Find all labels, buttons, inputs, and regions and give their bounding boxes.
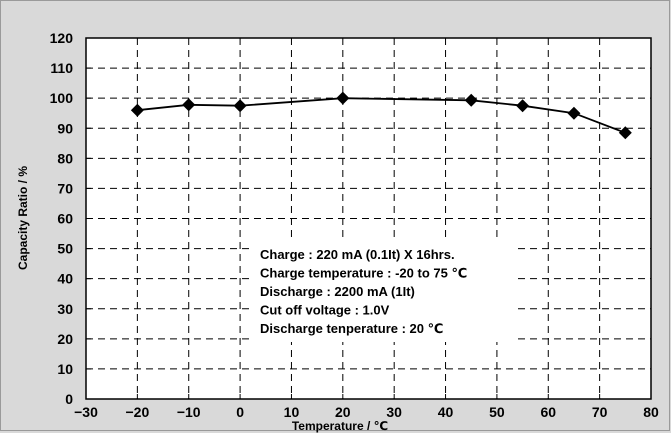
- y-tick-label: 120: [50, 30, 74, 46]
- annotation-background: [253, 240, 515, 342]
- data-point-marker: [618, 126, 632, 140]
- data-point-marker: [130, 103, 144, 117]
- y-tick-label: 70: [57, 180, 73, 196]
- annotation-line: Charge : 220 mA (0.1It) X 16hrs.: [260, 247, 455, 262]
- y-tick-label: 100: [50, 90, 74, 106]
- x-tick-label: 60: [540, 404, 556, 420]
- data-point-marker: [233, 99, 247, 113]
- x-tick-label: 10: [284, 404, 300, 420]
- y-tick-label: 10: [57, 361, 73, 377]
- test-conditions-annotation: Charge : 220 mA (0.1It) X 16hrs. Charge t…: [253, 240, 515, 342]
- y-tick-label: 110: [50, 60, 73, 76]
- y-tick-label: 0: [65, 391, 73, 407]
- y-tick-label: 20: [57, 331, 73, 347]
- data-point-marker: [182, 98, 196, 112]
- y-tick-label: 30: [57, 301, 73, 317]
- axis-ticks: −30 −20 −10 0 10 20 30 40 50 60 70 80 0 10 20 30 40 50 60 7…: [50, 30, 659, 420]
- data-series: [130, 91, 632, 140]
- x-tick-label: 70: [592, 404, 608, 420]
- y-tick-label: 50: [57, 241, 73, 257]
- y-tick-label: 80: [57, 150, 73, 166]
- x-axis-title: Temperature / ℃: [292, 419, 388, 433]
- annotation-line: Charge temperature : -20 to 75 ℃: [260, 266, 467, 281]
- x-tick-label: 20: [335, 404, 351, 420]
- y-tick-label: 90: [57, 120, 73, 136]
- annotation-line: Cut off voltage : 1.0V: [260, 303, 390, 318]
- x-tick-label: 30: [386, 404, 402, 420]
- x-tick-label: −30: [74, 404, 98, 420]
- data-point-marker: [516, 99, 530, 113]
- y-tick-label: 60: [57, 211, 73, 227]
- data-point-marker: [464, 93, 478, 107]
- annotation-line: Discharge : 2200 mA (1It): [260, 284, 415, 299]
- x-tick-label: 50: [489, 404, 505, 420]
- data-point-marker: [567, 106, 581, 120]
- x-tick-label: 80: [643, 404, 659, 420]
- x-tick-label: −10: [177, 404, 201, 420]
- x-tick-label: 0: [236, 404, 244, 420]
- x-tick-label: −20: [125, 404, 149, 420]
- series-line: [137, 97, 626, 134]
- x-tick-label: 40: [438, 404, 454, 420]
- annotation-line: Discharge tenperature : 20 ℃: [260, 321, 443, 336]
- y-tick-label: 40: [57, 271, 73, 287]
- data-point-marker: [336, 91, 350, 105]
- y-axis-title: Capacity Ratio / %: [16, 166, 30, 270]
